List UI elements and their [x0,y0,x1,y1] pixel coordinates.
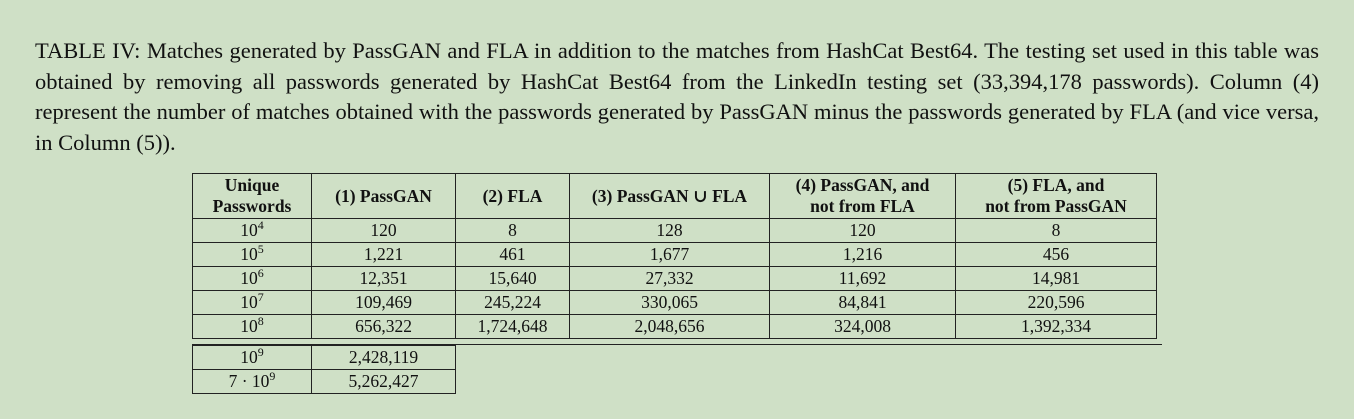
value-cell-c1: 109,469 [311,290,456,315]
header-unique-passwords: Unique Passwords [192,173,312,219]
unique-passwords-cell: 104 [192,218,312,243]
extra-rows-table: 109 2,428,119 7 · 109 5,262,427 [192,345,456,394]
value-cell-c4: 324,008 [769,314,956,339]
header-fla-not-passgan: (5) FLA, and not from PassGAN [955,173,1157,219]
unique-passwords-cell: 7 · 109 [192,369,312,394]
header-passgan-not-fla: (4) PassGAN, and not from FLA [769,173,956,219]
value-cell-c4: 120 [769,218,956,243]
header-union: (3) PassGAN ∪ FLA [569,173,770,219]
unique-passwords-cell: 107 [192,290,312,315]
value-cell-c3: 128 [569,218,770,243]
table-row: 108 656,322 1,724,648 2,048,656 324,008 1,392… [192,314,1157,339]
value-cell-c1: 656,322 [311,314,456,339]
unique-passwords-cell: 108 [192,314,312,339]
unique-passwords-cell: 106 [192,266,312,291]
table-row: 109 2,428,119 [192,345,456,370]
value-cell-c5: 14,981 [955,266,1157,291]
table-row: 107 109,469 245,224 330,065 84,841 220,596 [192,290,1157,315]
value-cell-c1: 2,428,119 [311,345,456,370]
value-cell-c5: 1,392,334 [955,314,1157,339]
value-cell-c3: 2,048,656 [569,314,770,339]
value-cell-c5: 456 [955,242,1157,267]
value-cell-c5: 8 [955,218,1157,243]
value-cell-c2: 245,224 [455,290,570,315]
header-row: Unique Passwords (1) PassGAN (2) FLA (3)… [192,173,1157,219]
header-fla: (2) FLA [455,173,570,219]
value-cell-c2: 15,640 [455,266,570,291]
value-cell-c3: 1,677 [569,242,770,267]
table-row: 106 12,351 15,640 27,332 11,692 14,981 [192,266,1157,291]
value-cell-c3: 330,065 [569,290,770,315]
value-cell-c3: 27,332 [569,266,770,291]
unique-passwords-cell: 105 [192,242,312,267]
unique-passwords-cell: 109 [192,345,312,370]
value-cell-c2: 1,724,648 [455,314,570,339]
value-cell-c4: 1,216 [769,242,956,267]
table-separator [192,344,1162,345]
value-cell-c1: 5,262,427 [311,369,456,394]
value-cell-c1: 12,351 [311,266,456,291]
table-row: 104 120 8 128 120 8 [192,218,1157,243]
table-caption: TABLE IV: Matches generated by PassGAN a… [35,38,1319,155]
value-cell-c5: 220,596 [955,290,1157,315]
value-cell-c1: 120 [311,218,456,243]
value-cell-c4: 11,692 [769,266,956,291]
value-cell-c2: 461 [455,242,570,267]
header-passgan: (1) PassGAN [311,173,456,219]
table-row: 105 1,221 461 1,677 1,216 456 [192,242,1157,267]
table-row: 7 · 109 5,262,427 [192,369,456,394]
value-cell-c4: 84,841 [769,290,956,315]
value-cell-c2: 8 [455,218,570,243]
value-cell-c1: 1,221 [311,242,456,267]
results-table: Unique Passwords (1) PassGAN (2) FLA (3)… [192,173,1157,339]
